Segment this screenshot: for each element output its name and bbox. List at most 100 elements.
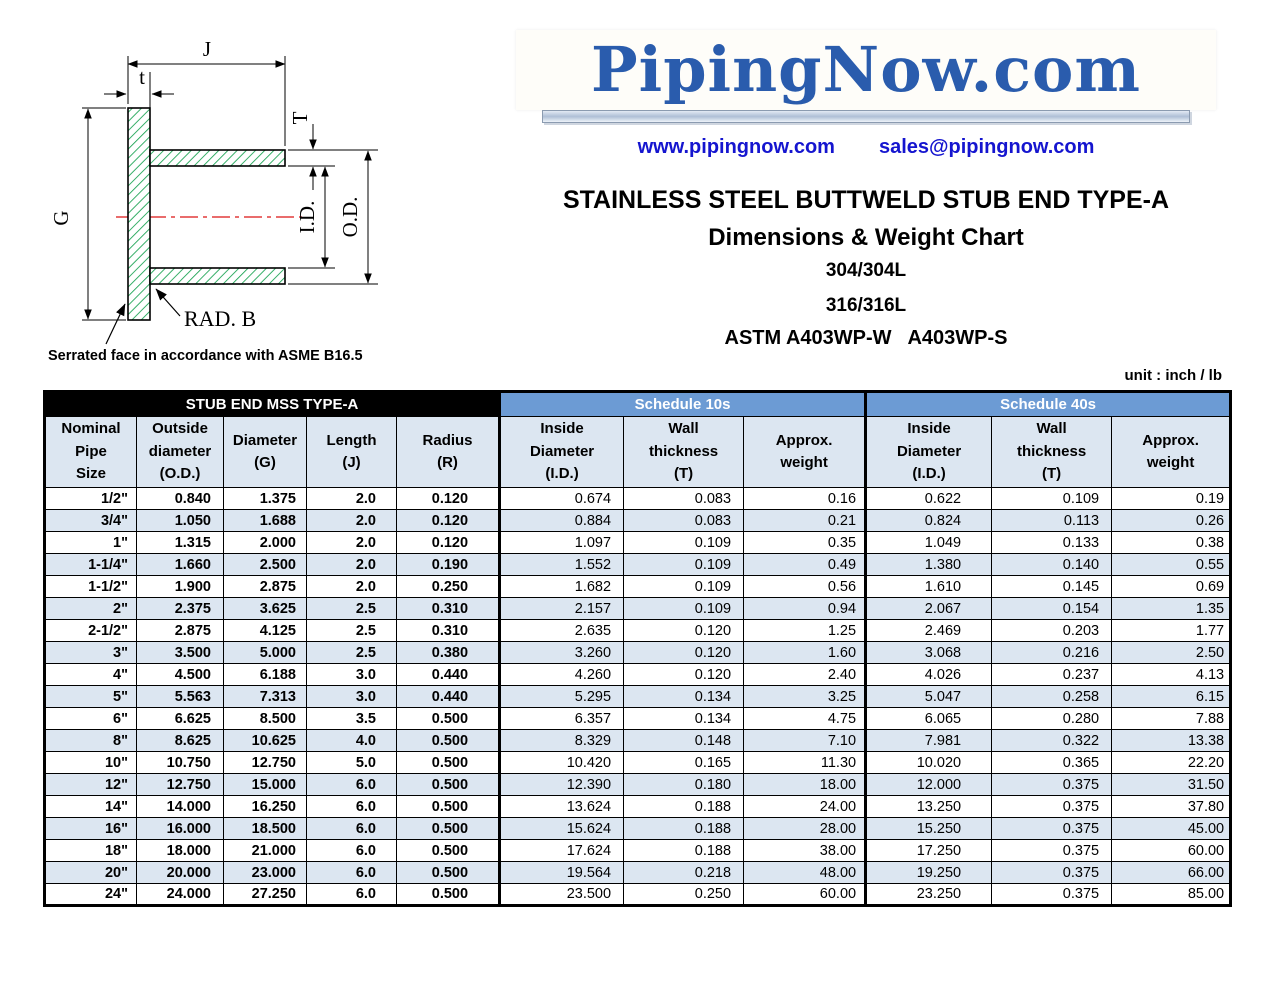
table-cell: 60.00 — [1111, 839, 1232, 862]
serrated-note-text: Serrated face in accordance with ASME B1… — [48, 348, 363, 364]
table-cell: 0.120 — [395, 487, 501, 510]
table-cell: 31.50 — [1111, 773, 1232, 796]
table-cell: 1" — [44, 531, 137, 554]
dim-label-g: G — [49, 210, 73, 225]
table-cell: 0.375 — [991, 861, 1113, 884]
table-cell: 7.10 — [743, 729, 867, 752]
table-cell: 0.145 — [991, 575, 1113, 598]
radius-b-callout: RAD. B — [155, 288, 256, 331]
table-cell: 0.375 — [991, 883, 1113, 906]
table-row: 16" 16.000 18.500 6.0 0.500 15.624 0.188 28.00 1… — [44, 817, 1232, 840]
table-cell: 0.250 — [623, 883, 745, 906]
table-cell: 2.5 — [306, 641, 397, 664]
table-cell: 0.500 — [395, 817, 501, 840]
table-cell: 0.56 — [743, 575, 867, 598]
table-cell: 1.552 — [498, 553, 625, 576]
table-cell: 3.068 — [864, 641, 993, 664]
table-cell: 10.625 — [223, 729, 307, 752]
table-cell: 1-1/2" — [44, 575, 137, 598]
table-cell: 3.0 — [306, 663, 397, 686]
table-row: 2-1/2" 2.875 4.125 2.5 0.310 2.635 0.120 1.25 2.… — [44, 619, 1232, 642]
dimension-ID: I.D. — [288, 166, 335, 269]
table-cell: 1.900 — [136, 575, 224, 598]
email-link[interactable]: sales@pipingnow.com — [878, 136, 1095, 158]
table-cell: 0.190 — [395, 553, 501, 576]
grade-316: 316/316L — [825, 295, 907, 316]
pipingnow-logo: PipingNow.com — [516, 30, 1216, 110]
table-cell: 7.981 — [864, 729, 993, 752]
table-cell: 7.88 — [1111, 707, 1232, 730]
table-cell: 1.050 — [136, 509, 224, 532]
unit-note: unit : inch / lb — [1124, 367, 1223, 384]
dim-label-j: J — [203, 37, 211, 61]
table-cell: 4.026 — [864, 663, 993, 686]
table-cell: 15.250 — [864, 817, 993, 840]
table-cell: 0.154 — [991, 597, 1113, 620]
table-cell: 1.77 — [1111, 619, 1232, 642]
table-cell: 0.120 — [395, 509, 501, 532]
table-cell: 6.0 — [306, 795, 397, 818]
table-cell: 18" — [44, 839, 137, 862]
table-cell: 2.375 — [136, 597, 224, 620]
table-cell: 6.0 — [306, 773, 397, 796]
table-cell: 5" — [44, 685, 137, 708]
table-row: 1-1/2" 1.900 2.875 2.0 0.250 1.682 0.109 0.56 1.… — [44, 575, 1232, 598]
table-cell: 2.875 — [136, 619, 224, 642]
table-cell: 0.365 — [991, 751, 1113, 774]
group-header-schedule-10s: Schedule 10s — [498, 391, 867, 417]
table-cell: 1.315 — [136, 531, 224, 554]
dimension-T: T — [288, 111, 378, 190]
dim-label-id: I.D. — [295, 201, 319, 234]
table-cell: 0.250 — [395, 575, 501, 598]
table-cell: 24.00 — [743, 795, 867, 818]
table-cell: 0.216 — [991, 641, 1113, 664]
table-cell: 14" — [44, 795, 137, 818]
table-cell: 6.625 — [136, 707, 224, 730]
table-cell: 0.280 — [991, 707, 1113, 730]
table-row: 2" 2.375 3.625 2.5 0.310 2.157 0.109 0.94 2.067 0… — [44, 597, 1232, 620]
table-cell: 0.120 — [623, 663, 745, 686]
table-cell: 0.120 — [623, 619, 745, 642]
col-header-approx-weight-40s: Approx. weight — [1111, 416, 1232, 488]
table-cell: 8.500 — [223, 707, 307, 730]
dimension-t: t — [104, 65, 174, 146]
table-cell: 12.390 — [498, 773, 625, 796]
table-cell: 3.25 — [743, 685, 867, 708]
table-cell: 3/4" — [44, 509, 137, 532]
col-header-approx-weight-10s: Approx. weight — [743, 416, 867, 488]
table-cell: 0.180 — [623, 773, 745, 796]
table-cell: 60.00 — [743, 883, 867, 906]
dimension-J: J — [127, 37, 286, 146]
table-cell: 2.5 — [306, 619, 397, 642]
table-cell: 0.134 — [623, 707, 745, 730]
table-cell: 4.0 — [306, 729, 397, 752]
table-cell: 0.083 — [623, 509, 745, 532]
table-cell: 0.203 — [991, 619, 1113, 642]
table-cell: 0.375 — [991, 817, 1113, 840]
table-cell: 2.875 — [223, 575, 307, 598]
table-cell: 5.295 — [498, 685, 625, 708]
table-cell: 15.624 — [498, 817, 625, 840]
table-cell: 2.0 — [306, 487, 397, 510]
table-cell: 0.218 — [623, 861, 745, 884]
table-cell: 14.000 — [136, 795, 224, 818]
table-cell: 0.322 — [991, 729, 1113, 752]
table-cell: 0.500 — [395, 839, 501, 862]
table-cell: 13.624 — [498, 795, 625, 818]
table-row: 12" 12.750 15.000 6.0 0.500 12.390 0.180 18.00 1… — [44, 773, 1232, 796]
table-row: 18" 18.000 21.000 6.0 0.500 17.624 0.188 38.00 1… — [44, 839, 1232, 862]
table-cell: 13.38 — [1111, 729, 1232, 752]
table-cell: 1.375 — [223, 487, 307, 510]
table-cell: 0.310 — [395, 619, 501, 642]
table-cell: 1.35 — [1111, 597, 1232, 620]
table-cell: 0.840 — [136, 487, 224, 510]
table-row: 24" 24.000 27.250 6.0 0.500 23.500 0.250 60.00 2… — [44, 883, 1232, 906]
table-cell: 10" — [44, 751, 137, 774]
table-cell: 12.000 — [864, 773, 993, 796]
table-cell: 6.0 — [306, 817, 397, 840]
col-header-diameter-g: Diameter (G) — [223, 416, 307, 488]
table-cell: 85.00 — [1111, 883, 1232, 906]
contact-line: www.pipingnow.com sales@pipingnow.com — [516, 136, 1216, 159]
website-link[interactable]: www.pipingnow.com — [637, 136, 835, 158]
